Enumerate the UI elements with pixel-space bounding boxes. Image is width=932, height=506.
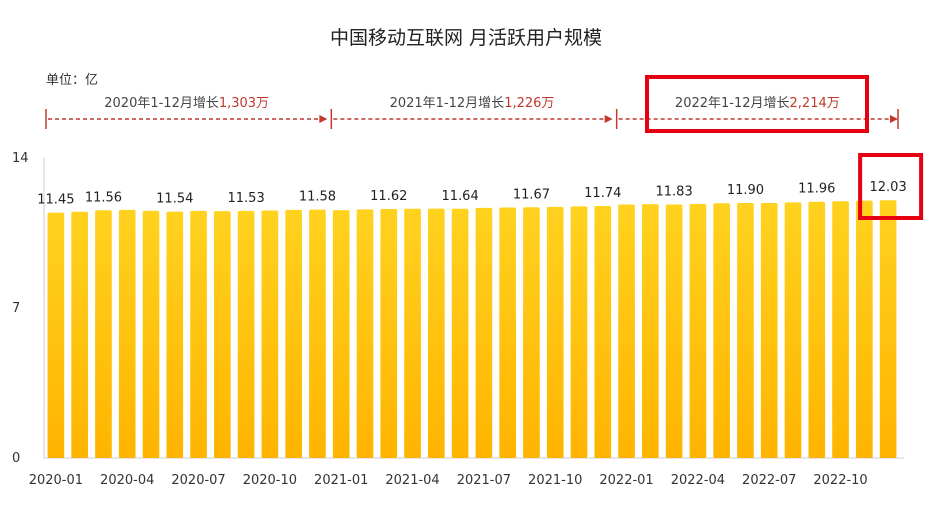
bar-2020-06 (166, 211, 184, 458)
bar-2020-05 (142, 210, 160, 458)
bar-2022-01 (618, 204, 635, 458)
data-label-2022-12: 12.03 (870, 180, 907, 195)
bar-2022-08 (784, 202, 802, 458)
bar-2022-09 (808, 201, 826, 458)
bar-2021-03 (380, 209, 398, 458)
segment-label-text: 2020年1-12月增长 (104, 96, 219, 111)
x-tick-label: 2021-04 (385, 473, 439, 488)
bar-2022-05 (713, 203, 730, 458)
bar-2021-09 (523, 207, 540, 458)
growth-segment: 2021年1-12月增长1,226万 (330, 96, 613, 129)
data-label-2022-06: 11.90 (727, 183, 764, 198)
y-tick-label: 0 (12, 451, 20, 466)
bar-2020-04 (118, 209, 136, 458)
x-tick-label: 2022-07 (742, 473, 796, 488)
segment-label-text: 2022年1-12月增长 (675, 96, 790, 111)
segment-arrow-icon (890, 115, 898, 123)
data-label-2021-12: 11.74 (584, 186, 621, 201)
segment-label: 2021年1-12月增长1,226万 (390, 96, 555, 111)
data-label-2020-09: 11.53 (228, 191, 265, 206)
chart-title: 中国移动互联网 月活跃用户规模 (330, 27, 602, 49)
data-label-2021-03: 11.62 (370, 189, 407, 204)
data-label-2022-03: 11.83 (656, 185, 693, 200)
data-label-2020-06: 11.54 (156, 192, 193, 207)
bar-2020-12 (309, 209, 326, 458)
bar-2022-04 (689, 203, 707, 458)
segment-arrow-icon (604, 115, 613, 123)
bar-2022-02 (642, 204, 659, 458)
segment-growth-value: 1,226万 (504, 96, 554, 111)
y-tick-label: 14 (12, 151, 29, 166)
segment-highlight-box (645, 75, 869, 133)
data-label-2020-03: 11.56 (85, 190, 122, 205)
data-label-2021-09: 11.67 (513, 187, 550, 202)
data-label-2020-01: 11.45 (37, 193, 74, 208)
bar-2022-11 (856, 200, 873, 458)
bar-2021-12 (594, 206, 612, 458)
data-label-2020-12: 11.58 (299, 190, 336, 205)
segment-label-text: 2021年1-12月增长 (390, 96, 505, 111)
bar-2021-10 (546, 206, 564, 458)
bar-2020-08 (214, 211, 231, 458)
bar-highlight-box (858, 153, 924, 220)
x-tick-label: 2022-01 (599, 473, 653, 488)
bar-2021-11 (570, 206, 588, 458)
data-label-2022-09: 11.96 (798, 182, 835, 197)
segment-arrow-icon (319, 115, 328, 123)
bar-2022-06 (737, 203, 754, 458)
growth-segment: 2022年1-12月增长2,214万 (615, 96, 899, 129)
y-tick-label: 7 (12, 301, 20, 316)
x-tick-label: 2021-07 (457, 473, 511, 488)
bar-2020-02 (71, 211, 88, 458)
bar-2021-01 (332, 210, 350, 458)
x-tick-label: 2022-04 (671, 473, 725, 488)
bar-2022-10 (832, 201, 849, 459)
bar-2020-09 (237, 210, 255, 458)
x-tick-label: 2021-01 (314, 473, 368, 488)
segment-label: 2022年1-12月增长2,214万 (675, 96, 840, 111)
bar-2021-08 (499, 207, 516, 458)
bar-2020-01 (47, 212, 65, 458)
x-tick-label: 2020-04 (100, 473, 154, 488)
data-label-2021-06: 11.64 (442, 189, 479, 204)
x-tick-label: 2021-10 (528, 473, 582, 488)
bar-2021-04 (404, 208, 421, 458)
bar-2020-07 (190, 210, 207, 458)
segment-label: 2020年1-12月增长1,303万 (104, 96, 269, 111)
x-tick-label: 2020-10 (243, 473, 297, 488)
bar-2021-05 (428, 208, 445, 458)
unit-label: 单位：亿 (46, 73, 98, 88)
x-tick-label: 2022-10 (813, 473, 867, 488)
bar-2022-12 (879, 200, 897, 458)
x-tick-label: 2020-07 (171, 473, 225, 488)
segment-growth-value: 2,214万 (790, 96, 840, 111)
bar-2021-06 (451, 208, 469, 458)
bar-2020-11 (285, 209, 302, 458)
segment-growth-value: 1,303万 (219, 96, 269, 111)
growth-segment: 2020年1-12月增长1,303万 (45, 96, 328, 129)
bar-2020-10 (261, 210, 279, 458)
bar-2020-03 (95, 210, 112, 458)
bar-2022-07 (760, 203, 778, 458)
bar-2022-03 (665, 204, 683, 458)
bar-2021-02 (356, 209, 374, 458)
x-tick-label: 2020-01 (29, 473, 83, 488)
bar-2021-07 (475, 207, 493, 458)
